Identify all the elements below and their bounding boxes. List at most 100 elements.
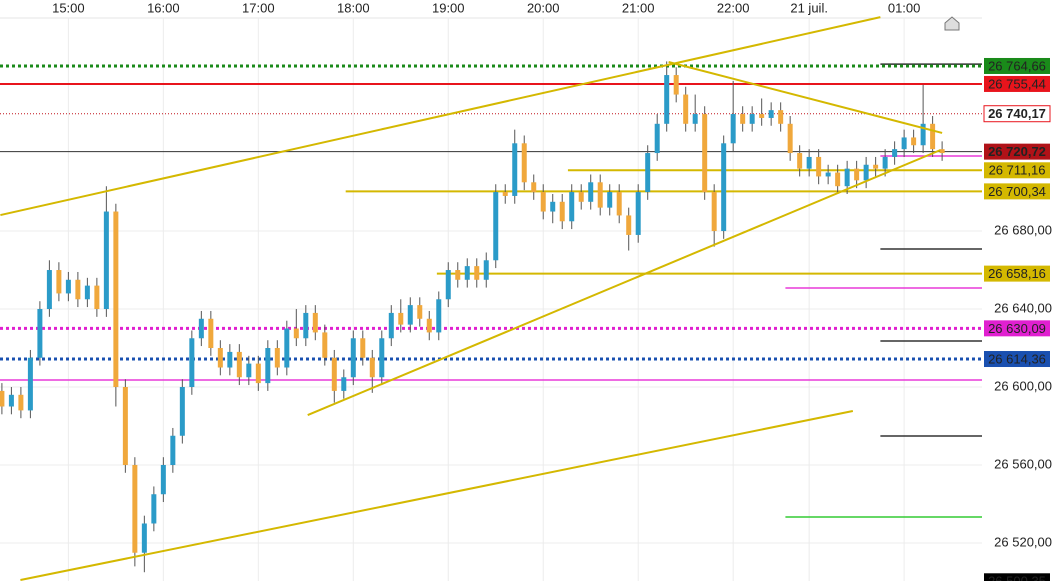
candle-body (18, 394, 24, 411)
x-tick-label: 17:00 (242, 0, 275, 15)
candle-body (160, 464, 166, 495)
candle-body (787, 123, 793, 154)
candle-body (103, 211, 109, 310)
x-tick-label: 21 juil. (790, 0, 828, 15)
level-label-bg (984, 75, 1050, 92)
candle-body (37, 309, 43, 358)
candle-body (417, 305, 423, 319)
candle-body (360, 338, 366, 358)
candle-body (246, 363, 252, 378)
candle-body (863, 164, 869, 181)
candle-body (882, 156, 888, 169)
candle-body (597, 182, 603, 208)
candle-body (569, 192, 575, 222)
x-tick-label: 22:00 (717, 0, 750, 15)
candle-body (122, 387, 128, 465)
grid (0, 18, 982, 581)
candle-body (312, 312, 318, 333)
candle-body (702, 114, 708, 193)
candle-body (331, 357, 337, 391)
x-tick-label: 18:00 (337, 0, 370, 15)
candle-body (407, 305, 413, 325)
candle-body (740, 114, 746, 124)
candle-body (892, 149, 898, 157)
candle-body (493, 192, 499, 261)
candle-body (56, 270, 62, 294)
candle-body (550, 201, 556, 212)
candle-body (227, 351, 233, 368)
trendline (20, 410, 854, 581)
candle-body (683, 94, 689, 124)
candle-body (170, 435, 176, 465)
level-label-bg (984, 183, 1050, 200)
candle-body (388, 312, 394, 339)
level-label: 26 500,35 (988, 574, 1046, 581)
level-label-bg (984, 265, 1050, 282)
candle-body (132, 464, 138, 553)
home-icon[interactable] (944, 16, 960, 31)
candle-body (930, 123, 936, 150)
candle-body (46, 270, 52, 310)
candle-body (369, 357, 375, 378)
x-tick-label: 15:00 (52, 0, 85, 15)
candle-body (379, 338, 385, 378)
candle-body (531, 182, 537, 193)
candle-body (151, 494, 157, 524)
level-label-bg (984, 351, 1050, 368)
candle-body (284, 328, 290, 368)
candle-body (426, 318, 432, 333)
candle-body (293, 328, 299, 339)
candle-body (474, 266, 480, 280)
candle-body (398, 312, 404, 325)
candle-body (198, 318, 204, 339)
candle-body (654, 123, 660, 154)
candle-body (645, 153, 651, 193)
candle-body (607, 192, 613, 208)
candles (0, 61, 945, 573)
level-label: 26 658,16 (988, 266, 1046, 281)
y-tick-label: 26 600,00 (994, 378, 1052, 393)
candle-body (749, 114, 755, 124)
x-tick-label: 19:00 (432, 0, 465, 15)
candle-body (759, 114, 765, 118)
candle-body (768, 110, 774, 118)
candle-body (664, 75, 670, 124)
level-label: 26 720,72 (988, 144, 1046, 159)
candle-body (578, 192, 584, 202)
candle-body (901, 137, 907, 150)
candle-body (255, 363, 261, 384)
candle-body (835, 172, 841, 187)
candle-body (635, 192, 641, 235)
candle-body (911, 137, 917, 146)
trendline (0, 16, 881, 217)
candle-body (673, 75, 679, 95)
level-label-bg (984, 162, 1050, 179)
y-tick-label: 26 560,00 (994, 456, 1052, 471)
level-label: 26 711,16 (989, 163, 1046, 178)
candle-body (274, 348, 280, 368)
candle-body (341, 377, 347, 391)
candle-body (265, 348, 271, 384)
level-label-bg (984, 320, 1050, 337)
candle-body (816, 156, 822, 177)
level-label: 26 614,36 (988, 351, 1046, 366)
candle-body (94, 285, 100, 310)
axis: 15:00 16:00 17:00 18:00 19:00 20:00 21:00 22:00… (52, 0, 1052, 581)
candle-body (521, 143, 527, 183)
level-label: 26 764,66 (988, 58, 1046, 73)
trendlines (0, 16, 943, 581)
candle-body (854, 168, 860, 181)
candle-body (825, 172, 831, 177)
candle-body (84, 285, 90, 300)
candle-body (75, 279, 81, 300)
candle-body (939, 149, 945, 154)
candle-body (350, 338, 356, 378)
candle-body (502, 192, 508, 196)
candle-body (616, 192, 622, 216)
candle-body (8, 394, 14, 407)
x-tick-label: 16:00 (147, 0, 180, 15)
candle-body (0, 390, 5, 407)
trendline (668, 61, 943, 134)
candle-body (920, 123, 926, 146)
